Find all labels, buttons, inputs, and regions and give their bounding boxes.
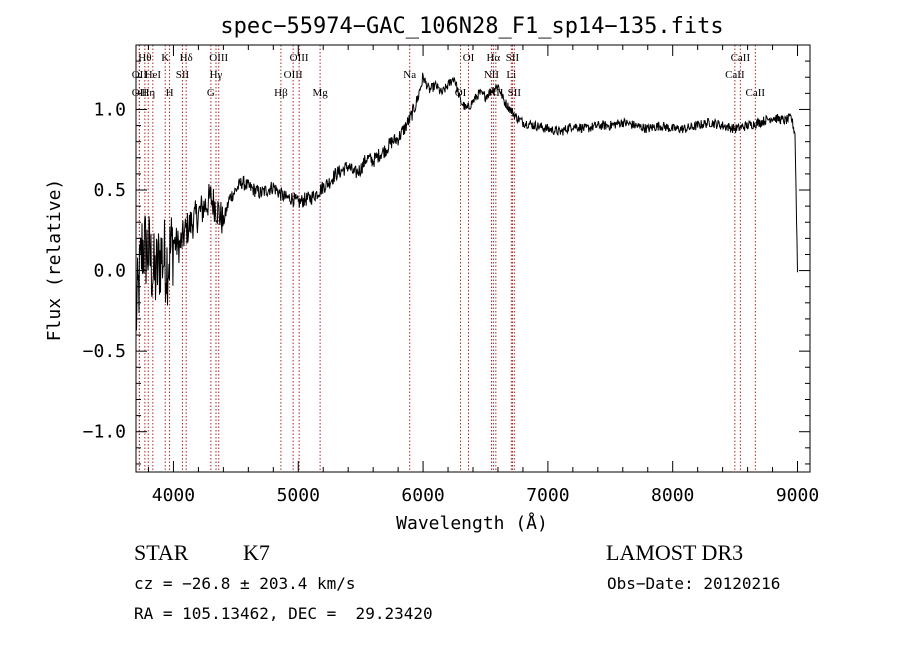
- line-marker-label: Hα: [486, 52, 500, 64]
- line-marker-label: CaII: [731, 52, 751, 64]
- y-axis-ticks: −1.0 −0.5 0.0 0.5 1.0: [83, 60, 810, 465]
- observation-date: Obs−Date: 20120216: [607, 574, 781, 593]
- line-marker-label: SII: [506, 52, 520, 64]
- x-tick-label: 7000: [526, 485, 569, 506]
- x-tick-label: 5000: [277, 485, 320, 506]
- line-markers: [138, 45, 756, 472]
- line-marker-label: OIII: [284, 69, 303, 81]
- line-marker-label: OIII: [209, 52, 228, 64]
- object-class: STAR: [134, 540, 189, 565]
- spectrum-series-line: [135, 72, 798, 331]
- line-marker-label: NII: [484, 69, 500, 81]
- line-marker-label: G: [207, 87, 215, 99]
- y-tick-label: −1.0: [83, 422, 126, 443]
- line-marker-label: OI: [463, 52, 475, 64]
- x-axis-ticks: 4000 5000 6000 7000 8000 9000: [147, 45, 819, 506]
- line-marker-label: H: [166, 87, 174, 99]
- plot-frame: [135, 44, 811, 473]
- redshift-velocity: cz = −26.8 ± 203.4 km/s: [134, 574, 356, 593]
- line-marker-label: SII: [508, 87, 522, 99]
- line-marker-label: Hγ: [210, 69, 223, 81]
- line-marker-label: Hβ: [274, 87, 288, 99]
- line-marker-label: CaII: [746, 87, 766, 99]
- y-tick-label: −0.5: [83, 341, 126, 362]
- x-tick-label: 9000: [776, 485, 819, 506]
- line-marker-label: CaII: [725, 69, 745, 81]
- y-axis-label: Flux (relative): [44, 179, 65, 342]
- y-tick-label: 0.5: [93, 180, 126, 201]
- line-marker-label: Na: [403, 69, 416, 81]
- line-marker-label: HeI: [145, 69, 162, 81]
- line-marker-labels: HθOIIHeIOIIHηKHSIIHδGHγOIIIHβOIIIOIIIMgN…: [132, 52, 766, 99]
- chart-title: spec−55974−GAC_106N28_F1_sp14−135.fits: [220, 14, 723, 39]
- x-tick-label: 6000: [401, 485, 444, 506]
- x-tick-label: 4000: [152, 485, 195, 506]
- x-axis-label: Wavelength (Å): [396, 512, 548, 534]
- line-marker-label: Hη: [141, 87, 155, 99]
- object-subclass: K7: [243, 540, 270, 565]
- line-marker-label: OIII: [290, 52, 309, 64]
- line-marker-label: SII: [176, 69, 190, 81]
- line-marker-label: K: [161, 52, 169, 64]
- line-marker-label: Hθ: [138, 52, 151, 64]
- x-tick-label: 8000: [651, 485, 694, 506]
- line-marker-label: Hδ: [180, 52, 193, 64]
- spectrum-figure: spec−55974−GAC_106N28_F1_sp14−135.fits H…: [44, 14, 819, 534]
- line-marker-label: Li: [506, 69, 516, 81]
- line-marker-label: OI: [455, 87, 467, 99]
- y-tick-label: 0.0: [93, 261, 126, 282]
- coordinates: RA = 105.13462, DEC = 29.23420: [134, 604, 433, 623]
- y-tick-label: 1.0: [93, 99, 126, 120]
- survey-name: LAMOST DR3: [606, 540, 744, 565]
- line-marker-label: Mg: [312, 87, 328, 99]
